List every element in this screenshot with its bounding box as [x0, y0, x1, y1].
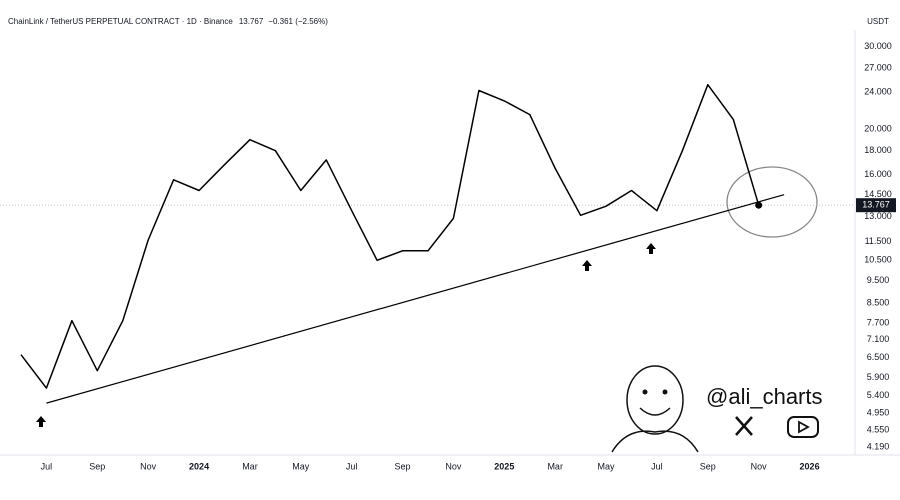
- price-line: [20, 83, 760, 389]
- y-tick-label: 20.000: [864, 124, 892, 134]
- y-tick-label: 4.550: [867, 425, 890, 435]
- x-tick-label: 2026: [800, 461, 820, 471]
- youtube-play: [798, 420, 810, 434]
- arrow: [36, 416, 46, 427]
- x-tick-label: Sep: [395, 461, 411, 471]
- x-tick-label: Jul: [651, 461, 663, 471]
- y-tick-label: 5.400: [867, 390, 890, 400]
- y-tick-label: 16.000: [864, 169, 892, 179]
- trendline: [46, 194, 785, 404]
- x-tick-label: 2024: [189, 461, 209, 471]
- arrow: [582, 260, 592, 271]
- x-tick-label: Nov: [140, 461, 157, 471]
- y-tick-label: 5.900: [867, 372, 890, 382]
- header-change: −0.361 (−2.56%): [268, 17, 328, 26]
- x-tick-label: 2025: [494, 461, 514, 471]
- y-tick-label: 4.950: [867, 408, 890, 418]
- avatar: [611, 365, 699, 453]
- y-tick-label: 13.000: [864, 211, 892, 221]
- last-point: [755, 201, 763, 209]
- y-tick-label: 7.700: [867, 318, 890, 328]
- y-tick-label: 27.000: [864, 63, 892, 73]
- chart-title: ChainLink / TetherUS PERPETUAL CONTRACT …: [8, 17, 233, 26]
- y-tick-label: 7.100: [867, 334, 890, 344]
- currency: USDT: [867, 17, 889, 26]
- x-tick-label: Jul: [41, 461, 53, 471]
- y-tick-label: 18.000: [864, 145, 892, 155]
- last-price-box: [856, 198, 896, 213]
- x-tick-label: Jul: [346, 461, 358, 471]
- x-tick-label: May: [292, 461, 310, 471]
- highlight-circle: [726, 166, 818, 238]
- x-tick-label: Mar: [242, 461, 258, 471]
- y-tick-label: 14.500: [864, 189, 892, 199]
- x-tick-label: Sep: [89, 461, 105, 471]
- arrow: [646, 243, 656, 254]
- x-tick-label: Sep: [700, 461, 716, 471]
- y-tick-label: 6.500: [867, 352, 890, 362]
- y-tick-label: 11.500: [865, 236, 892, 246]
- x-tick-label: Nov: [445, 461, 462, 471]
- x-tick-label: Mar: [547, 461, 563, 471]
- y-tick-label: 8.500: [867, 298, 890, 308]
- watermark: @ali_charts: [706, 384, 823, 409]
- y-tick-label: 9.500: [867, 275, 890, 285]
- x-icon: [735, 416, 753, 436]
- y-tick-label: 24.000: [864, 87, 892, 97]
- y-tick-label: 30.000: [864, 41, 892, 51]
- y-tick-label: 10.500: [864, 255, 892, 265]
- x-tick-label: Nov: [751, 461, 768, 471]
- last-price-label: 13.767: [862, 200, 890, 210]
- y-tick-label: 4.190: [867, 441, 890, 451]
- youtube-icon: [787, 416, 819, 438]
- x-tick-label: May: [598, 461, 616, 471]
- header-price: 13.767: [239, 17, 264, 26]
